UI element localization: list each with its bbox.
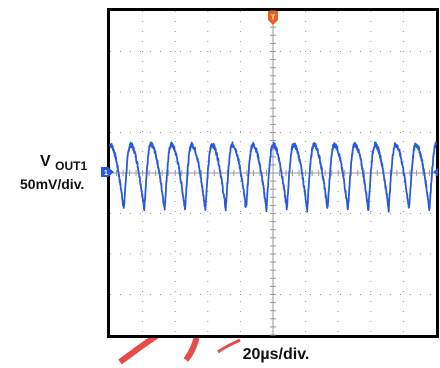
offset-arrow-icon xyxy=(433,168,438,176)
channel-1-marker: 1 xyxy=(101,167,114,177)
vout1-trace xyxy=(109,141,437,213)
x-axis-label: 20µs/div. xyxy=(243,346,310,363)
trigger-marker-label: T xyxy=(271,15,276,22)
channel-label: V OUT1 xyxy=(40,153,87,173)
channel-scale-label: 50mV/div. xyxy=(20,176,84,192)
trigger-marker: T xyxy=(268,11,278,25)
channel-label-subscript: OUT1 xyxy=(55,159,87,173)
channel-label-main: V xyxy=(40,153,51,170)
channel-1-marker-label: 1 xyxy=(104,170,108,177)
